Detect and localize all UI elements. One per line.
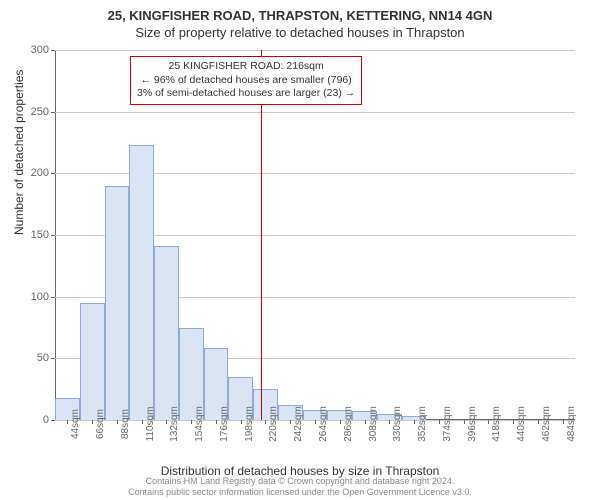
x-tick-mark <box>315 420 316 424</box>
y-tick-label: 300 <box>31 44 49 56</box>
annotation-line: 25 KINGFISHER ROAD: 216sqm <box>137 60 355 74</box>
y-tick-label: 200 <box>31 167 49 179</box>
x-tick-label: 440sqm <box>516 406 527 442</box>
y-tick-label: 250 <box>31 106 49 118</box>
x-tick-mark <box>117 420 118 424</box>
y-tick-mark <box>51 297 55 298</box>
footer: Contains HM Land Registry data © Crown c… <box>0 476 600 498</box>
y-tick-label: 150 <box>31 229 49 241</box>
x-tick-mark <box>142 420 143 424</box>
x-tick-label: 396sqm <box>467 406 478 442</box>
x-tick-mark <box>538 420 539 424</box>
y-axis-label: Number of detached properties <box>12 70 26 235</box>
chart-title-main: 25, KINGFISHER ROAD, THRAPSTON, KETTERIN… <box>0 0 600 23</box>
footer-line-1: Contains HM Land Registry data © Crown c… <box>0 476 600 487</box>
histogram-bar <box>80 303 105 420</box>
histogram-bar <box>154 246 179 420</box>
x-tick-label: 374sqm <box>442 406 453 442</box>
x-tick-mark <box>166 420 167 424</box>
x-tick-label: 308sqm <box>368 406 379 442</box>
x-tick-mark <box>439 420 440 424</box>
y-tick-label: 50 <box>37 352 49 364</box>
x-tick-mark <box>464 420 465 424</box>
footer-line-2: Contains public sector information licen… <box>0 487 600 498</box>
y-tick-mark <box>51 112 55 113</box>
x-tick-mark <box>92 420 93 424</box>
x-tick-mark <box>216 420 217 424</box>
marker-line <box>261 50 262 420</box>
y-tick-label: 0 <box>43 414 49 426</box>
x-tick-mark <box>67 420 68 424</box>
grid-line <box>55 112 575 113</box>
histogram-bar <box>129 145 154 420</box>
x-tick-label: 330sqm <box>392 406 403 442</box>
x-tick-mark <box>389 420 390 424</box>
y-tick-mark <box>51 50 55 51</box>
y-tick-label: 100 <box>31 291 49 303</box>
x-tick-label: 462sqm <box>541 406 552 442</box>
x-tick-mark <box>290 420 291 424</box>
y-tick-mark <box>51 235 55 236</box>
x-tick-mark <box>414 420 415 424</box>
x-tick-label: 352sqm <box>417 406 428 442</box>
annotation-line: ← 96% of detached houses are smaller (79… <box>137 74 355 88</box>
x-tick-label: 418sqm <box>491 406 502 442</box>
annotation-line: 3% of semi-detached houses are larger (2… <box>137 87 355 101</box>
chart-container: 25, KINGFISHER ROAD, THRAPSTON, KETTERIN… <box>0 0 600 500</box>
x-tick-mark <box>488 420 489 424</box>
grid-line <box>55 50 575 51</box>
histogram-bar <box>105 186 130 420</box>
x-tick-mark <box>340 420 341 424</box>
x-tick-mark <box>365 420 366 424</box>
x-tick-mark <box>191 420 192 424</box>
plot-area: 05010015020025030044sqm66sqm88sqm110sqm1… <box>55 50 575 420</box>
chart-title-sub: Size of property relative to detached ho… <box>0 23 600 40</box>
x-tick-mark <box>265 420 266 424</box>
x-tick-label: 484sqm <box>566 406 577 442</box>
y-tick-mark <box>51 420 55 421</box>
annotation-box: 25 KINGFISHER ROAD: 216sqm← 96% of detac… <box>130 56 362 105</box>
x-tick-mark <box>241 420 242 424</box>
x-tick-mark <box>563 420 564 424</box>
x-tick-mark <box>513 420 514 424</box>
y-tick-mark <box>51 358 55 359</box>
y-tick-mark <box>51 173 55 174</box>
